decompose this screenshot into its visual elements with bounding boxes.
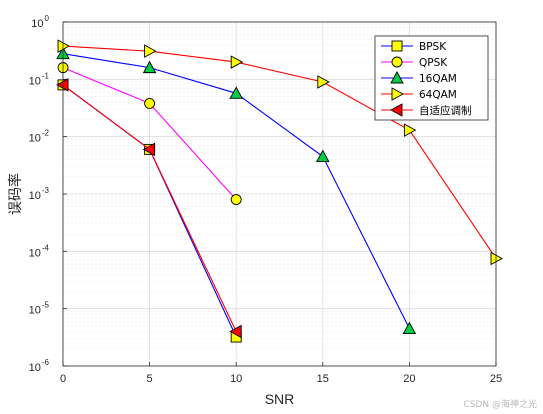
legend-item: 自适应调制 [381, 103, 472, 117]
y-tick-exponent: -3 [42, 186, 50, 195]
legend-label: BPSK [419, 41, 447, 53]
y-tick-label: 100 [31, 14, 49, 30]
legend-marker [391, 56, 403, 68]
data-point [230, 55, 244, 69]
data-point [230, 194, 242, 206]
legend-item: 64QAM [381, 87, 457, 101]
series-layer [56, 39, 503, 343]
legend-item: 16QAM [381, 71, 457, 85]
data-point [317, 75, 330, 89]
data-point [229, 86, 243, 99]
y-tick-label: 10-6 [29, 358, 50, 374]
series-line [62, 45, 497, 259]
data-point [144, 97, 156, 109]
legend-label: QPSK [419, 57, 448, 69]
x-tick-label: 25 [490, 373, 502, 385]
legend: BPSK QPSK 16QAM 64QAM 自适应调制 [374, 35, 489, 121]
y-tick-label: 10-1 [29, 71, 50, 87]
x-tick-label: 5 [147, 373, 153, 385]
data-point [403, 123, 417, 137]
y-tick-label: 10-4 [29, 243, 50, 259]
legend-marker [391, 40, 403, 52]
data-point [229, 324, 242, 339]
data-point [490, 251, 503, 266]
x-tick-label: 20 [403, 373, 415, 385]
y-tick-exponent: -1 [42, 71, 50, 80]
y-tick-label: 10-5 [29, 301, 50, 317]
data-point [142, 142, 156, 157]
y-tick-exponent: 0 [45, 14, 50, 23]
x-tick-label: 0 [60, 373, 66, 385]
y-tick-label: 10-2 [29, 129, 50, 145]
legend-label: 自适应调制 [419, 104, 472, 117]
y-tick-exponent: -4 [42, 243, 50, 252]
series-4 [56, 78, 242, 339]
x-tick-label: 10 [230, 373, 242, 385]
legend-label: 64QAM [419, 89, 457, 101]
legend-marker [391, 87, 404, 101]
legend-marker [390, 71, 404, 84]
watermark: CSDN @海神之光 [463, 400, 537, 410]
legend-marker [390, 103, 403, 117]
series-2 [56, 46, 417, 334]
x-axis-label: SNR [265, 391, 295, 407]
y-tick-exponent: -6 [42, 358, 50, 367]
data-point [56, 78, 69, 92]
ticks: 0 5 10 15 20 25 100 10-1 10-2 10-3 10-4 10-5 10-6 [29, 14, 503, 385]
series-3 [57, 39, 503, 266]
y-tick-exponent: -2 [42, 129, 50, 138]
data-point [144, 44, 157, 58]
legend-item: BPSK [381, 40, 447, 53]
data-point [142, 60, 157, 74]
x-tick-label: 15 [317, 373, 329, 385]
y-axis-label: 误码率 [7, 173, 23, 215]
legend-item: QPSK [381, 56, 448, 69]
data-point [57, 39, 70, 53]
data-point [316, 149, 330, 162]
y-tick-label: 10-3 [29, 186, 50, 202]
data-point [402, 321, 417, 334]
y-tick-exponent: -5 [42, 301, 50, 310]
legend-label: 16QAM [419, 73, 457, 85]
